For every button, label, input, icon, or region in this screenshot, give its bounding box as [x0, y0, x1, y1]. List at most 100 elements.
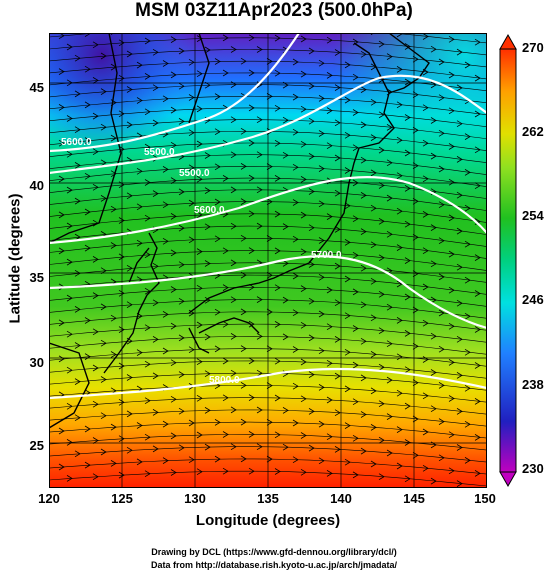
wind-arrow [170, 395, 177, 403]
wind-arrow [360, 301, 367, 309]
wind-arrow [118, 471, 125, 479]
wind-arrow [308, 224, 315, 232]
wind-arrow [178, 47, 185, 55]
wind-arrow [360, 337, 367, 345]
wind-arrow [230, 259, 237, 267]
wind-arrow [378, 40, 385, 48]
wind-arrow [178, 407, 185, 415]
wind-arrow [386, 340, 393, 348]
wind-arrow [456, 48, 463, 56]
wind-arrow [74, 233, 81, 241]
wind-arrow [318, 200, 325, 208]
wind-arrow [58, 463, 65, 471]
wind-arrow [266, 382, 273, 389]
wind-arrow [282, 407, 289, 414]
wind-arrow [474, 326, 481, 333]
wind-arrow [256, 186, 263, 194]
wind-arrow [222, 431, 229, 438]
wind-arrow [464, 169, 471, 176]
wind-arrow [422, 319, 429, 327]
wind-arrow [292, 93, 299, 101]
wind-arrow [318, 310, 325, 318]
wind-arrow [474, 182, 481, 190]
wind-arrow [438, 454, 445, 462]
wind-arrow [240, 163, 247, 170]
wind-arrow [240, 455, 247, 463]
wind-arrow [344, 167, 351, 174]
wind-arrow [240, 198, 247, 205]
wind-arrow [396, 101, 403, 109]
wind-arrow [422, 283, 429, 291]
wind-arrow [214, 128, 221, 136]
wind-arrow [204, 187, 211, 194]
wind-arrow [144, 108, 151, 116]
wind-arrow [326, 249, 333, 257]
wind-arrow [110, 205, 117, 213]
wind-arrow [196, 140, 203, 148]
wind-arrow [448, 467, 455, 475]
wind-arrow [66, 330, 73, 338]
wind-arrow [430, 441, 437, 449]
wind-arrow [144, 360, 151, 368]
wind-streamline [49, 385, 487, 403]
wind-arrow [396, 244, 403, 251]
wind-arrow [430, 369, 437, 376]
contour-label-5600-west: 5600.0 [61, 137, 92, 148]
wind-arrow [370, 277, 377, 285]
wind-arrow [170, 36, 177, 43]
wind-arrow [404, 257, 411, 264]
wind-arrow [422, 139, 429, 147]
wind-arrow [84, 208, 91, 216]
wind-arrow [58, 427, 65, 435]
wind-arrow [256, 333, 263, 340]
wind-arrow [230, 46, 237, 53]
wind-arrow [170, 106, 177, 114]
wind-streamline [49, 213, 487, 235]
wind-arrow [136, 349, 143, 356]
wind-arrow [84, 461, 91, 469]
wind-arrow [282, 151, 289, 159]
wind-arrow [204, 370, 211, 378]
wind-arrow [326, 286, 333, 294]
wind-arrow [448, 143, 455, 150]
wind-arrow [412, 306, 419, 314]
wind-arrow [196, 70, 203, 78]
wind-streamline [49, 421, 487, 439]
wind-arrow [274, 104, 281, 112]
wind-arrow [178, 334, 185, 342]
wind-streamline [49, 142, 487, 164]
x-tick-label: 140 [330, 491, 352, 506]
wind-arrow [170, 249, 177, 257]
wind-arrow [378, 363, 385, 371]
wind-arrow [144, 73, 151, 80]
wind-arrow [396, 462, 403, 470]
wind-arrow [360, 50, 367, 58]
wind-arrow [240, 308, 247, 316]
wind-arrow [84, 244, 91, 252]
wind-arrow [326, 359, 333, 367]
wind-arrow [274, 431, 281, 439]
wind-arrow [412, 197, 419, 205]
wind-arrow [344, 458, 351, 466]
wind-arrow [74, 414, 81, 422]
wind-arrow [74, 197, 81, 205]
wind-arrow [464, 348, 471, 356]
wind-arrow [404, 220, 411, 228]
wind-arrow [144, 433, 151, 441]
wind-arrow [438, 382, 445, 389]
wind-arrow [178, 444, 185, 452]
wind-arrow [386, 413, 393, 420]
wind-arrow [412, 162, 419, 170]
wind-arrow [230, 443, 237, 451]
wind-arrow [370, 351, 377, 358]
wind-arrow [196, 321, 203, 329]
wind-arrow [282, 333, 289, 341]
wind-arrow [448, 35, 455, 43]
wind-arrow [360, 411, 367, 418]
wind-arrow [474, 38, 481, 46]
wind-arrow [178, 188, 185, 196]
wind-arrow [448, 214, 455, 222]
wind-arrow [58, 211, 65, 219]
wind-arrow [396, 389, 403, 397]
wind-streamline [49, 166, 487, 188]
